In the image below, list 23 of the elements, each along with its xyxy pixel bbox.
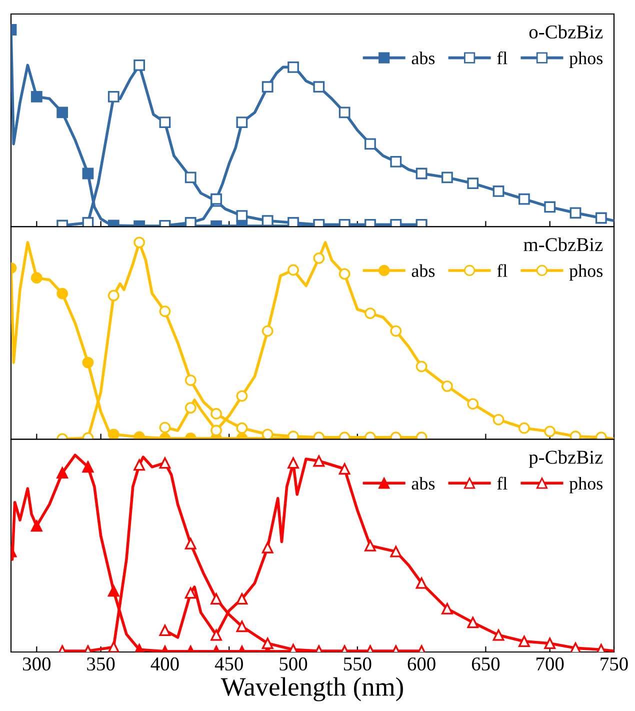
legend-label: phos xyxy=(569,476,603,494)
legend-label: fl xyxy=(497,264,508,277)
x-tick-label: 400 xyxy=(150,657,179,671)
legend-label: phos xyxy=(569,264,603,281)
x-tick-label: 550 xyxy=(344,657,372,671)
x-tick-label: 750 xyxy=(600,657,628,671)
legend-title: p-CbzBiz xyxy=(528,450,603,468)
legend-label: abs xyxy=(412,264,435,277)
legend-title: m-CbzBiz xyxy=(524,238,603,252)
x-tick-label: 450 xyxy=(214,657,243,671)
x-tick-label: 650 xyxy=(472,657,500,671)
legend-label: fl xyxy=(497,51,508,64)
legend-label: abs xyxy=(412,52,435,64)
legend-title: o-CbzBiz xyxy=(529,24,603,39)
x-tick-label: 600 xyxy=(408,657,436,671)
legend-label: abs xyxy=(412,476,435,490)
legend-label: fl xyxy=(497,476,508,490)
legend-label: phos xyxy=(569,52,603,68)
x-tick-label: 300 xyxy=(23,657,50,671)
x-axis-title: Wavelength (nm) xyxy=(220,677,403,702)
x-tick-label: 700 xyxy=(536,657,564,671)
x-tick-label: 350 xyxy=(87,657,115,671)
x-tick-label: 500 xyxy=(280,657,308,671)
